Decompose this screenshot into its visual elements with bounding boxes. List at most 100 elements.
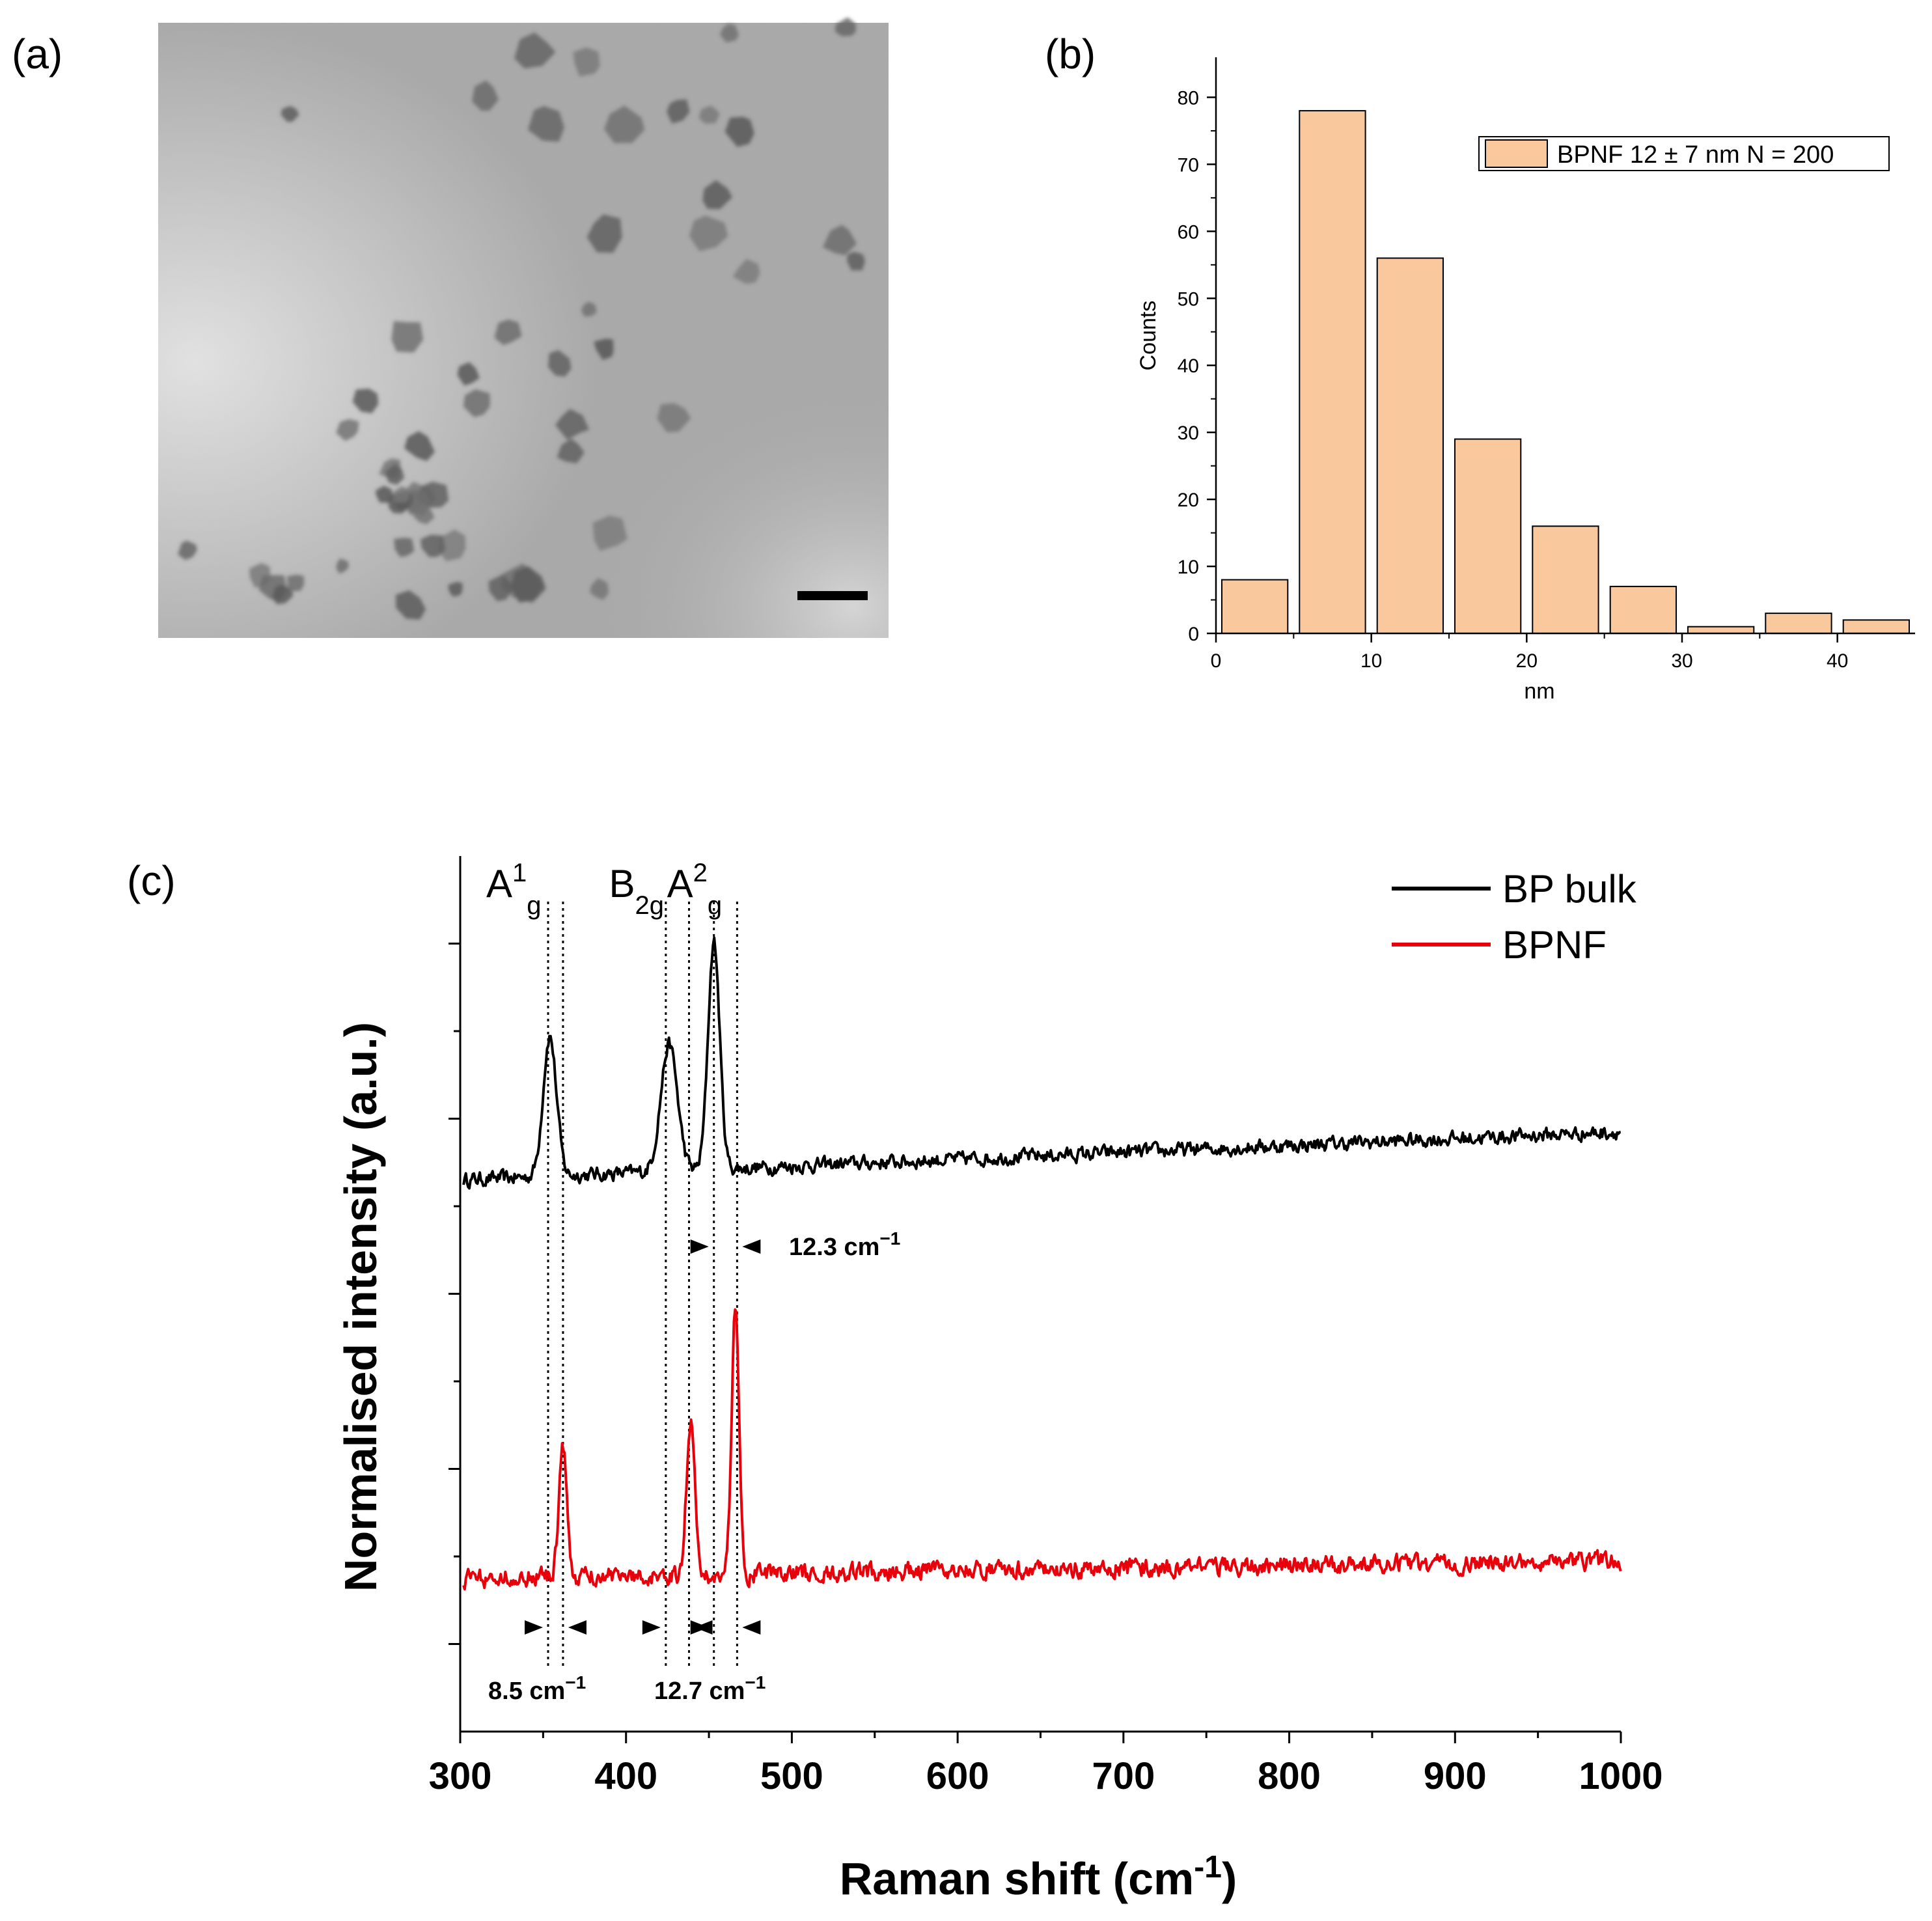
tem-micrograph [158,17,889,638]
shift-annotation: 8.5 cm−1 [488,1672,586,1705]
panel-b-label: (b) [1045,31,1096,77]
nanoflake [689,215,728,251]
nanoflake [393,486,410,503]
nanoflake [457,362,480,386]
nanoflake [702,180,732,210]
nanoflake [720,23,739,43]
histogram-bar [1376,257,1444,634]
shift-arrow [642,1620,661,1635]
nanoflake [604,105,645,143]
nanoflake [724,117,754,147]
nanoflake [404,431,435,462]
shift-arrow [690,1239,709,1254]
nanoflake [822,225,857,256]
legend-label: BPNF [1502,923,1607,967]
y-axis-label: Counts [1136,301,1161,371]
x-tick-label: 800 [1258,1755,1321,1797]
nanoflake [395,590,426,620]
series-line-bpnf [462,1308,1622,1591]
x-tick-label: 30 [1671,650,1692,672]
x-tick-label: 40 [1827,650,1848,672]
legend-label: BPNF 12 ± 7 nm N = 200 [1557,141,1834,169]
histogram-bar [1221,579,1289,634]
x-tick-label: 1000 [1579,1755,1663,1797]
nanoflake [594,339,614,360]
scale-bar [797,591,868,600]
x-axis-label: Raman shift (cm-1) [840,1850,1237,1905]
x-tick-label: 20 [1516,650,1538,672]
legend-swatch [1485,139,1548,168]
x-tick-label: 600 [926,1755,989,1797]
nanoflake [657,403,691,432]
nanoflake [589,578,609,600]
shift-annotation: 12.7 cm−1 [654,1672,766,1705]
y-tick-label: 0 [1188,624,1199,645]
y-tick-label: 30 [1178,422,1199,444]
x-tick-label: 900 [1424,1755,1487,1797]
nanoflake [178,540,197,560]
nanoflake [557,438,585,463]
nanoflake [573,47,600,77]
histogram-bar [1532,525,1599,634]
histogram-bar [1454,438,1522,634]
peak-label: A1g [486,859,542,920]
nanoflake [281,105,299,122]
nanoflake [835,17,856,36]
nanoflake [586,214,622,253]
nanoflake [581,301,597,317]
nanoflake [847,251,865,271]
histogram-bar [1609,585,1677,635]
nanoflake [352,389,379,413]
nanoflake [514,32,556,69]
nanoflake [385,463,405,485]
shift-arrow [524,1620,543,1635]
y-tick-label: 60 [1178,221,1199,243]
shift-arrow [568,1620,586,1635]
nanoflake [732,258,760,284]
nanoflake [472,80,499,111]
nanoflake [375,486,394,503]
nanoflake [391,321,424,353]
nanoflake [667,99,690,124]
shift-arrow [742,1620,761,1635]
histogram-chart: 0 10 20 30 40 0 10 20 30 40 50 60 70 80 nm Counts BPNF 1… [1136,57,1915,704]
nanoflakes [178,17,865,620]
histogram-bar [1299,110,1366,635]
histogram-bar [1842,619,1910,635]
y-tick-label: 80 [1178,87,1199,109]
nanoflake [510,566,546,603]
y-tick-label: 40 [1178,355,1199,377]
series-line-bp-bulk [462,936,1621,1190]
shift-arrow [690,1620,709,1635]
nanoflake [336,558,349,574]
nanoflake [463,389,490,417]
y-tick-label: 70 [1178,154,1199,176]
x-tick-label: 10 [1360,650,1382,672]
shift-arrow [742,1239,761,1254]
y-tick-label: 50 [1178,288,1199,310]
x-tick-label: 700 [1092,1755,1155,1797]
nanoflake [555,409,590,440]
nanoflake [698,105,720,124]
raman-chart: 300 400 500 600 700 800 900 1000 Raman shift (cm… [335,856,1663,1904]
nanoflake [394,538,415,557]
peak-label: A2g [667,859,723,920]
x-axis-label: nm [1524,679,1554,704]
nanoflake [272,585,294,605]
nanoflake [336,419,359,441]
nanoflake [592,516,628,551]
y-axis-label: Normalised intensity (a.u.) [335,1022,386,1592]
nanoflake [494,319,522,346]
x-tick-label: 500 [760,1755,823,1797]
legend-label: BP bulk [1502,867,1637,911]
histogram-bar [1687,626,1755,635]
x-tick-label: 300 [429,1755,492,1797]
shift-annotation: 12.3 cm−1 [789,1228,900,1261]
x-tick-label: 0 [1211,650,1222,672]
nanoflake [547,350,572,377]
nanoflake [287,574,305,592]
legend: BPNF 12 ± 7 nm N = 200 [1478,136,1890,171]
panel-a-label: (a) [12,31,62,77]
nanoflake [420,534,446,557]
